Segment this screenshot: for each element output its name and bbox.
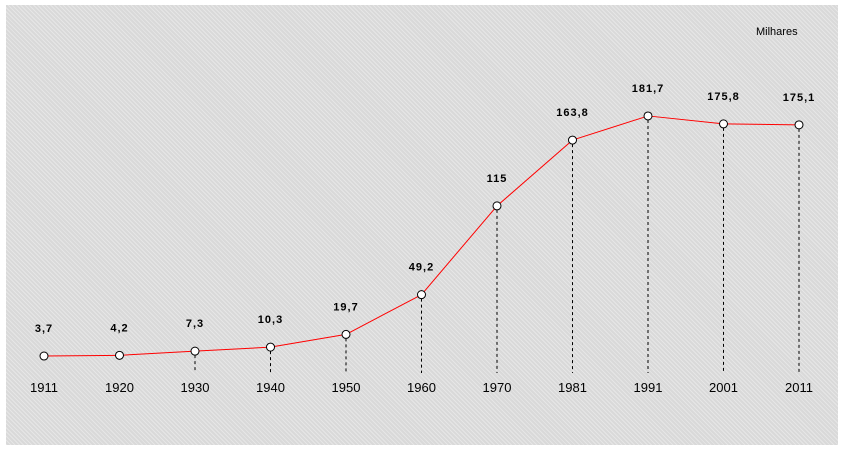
x-tick-label: 1960 xyxy=(407,380,436,395)
x-tick-label: 1911 xyxy=(30,380,58,395)
data-label: 10,3 xyxy=(258,314,283,326)
data-label: 115 xyxy=(487,173,508,185)
data-label: 3,7 xyxy=(35,323,53,335)
data-point xyxy=(568,135,577,145)
markers xyxy=(39,111,804,361)
series-line-segment xyxy=(194,346,271,352)
x-tick-label: 1920 xyxy=(105,380,134,395)
data-label: 19,7 xyxy=(333,301,358,313)
data-labels: 3,7 4,2 7,3 10,3 19,7 49,2 115 163,8 181,7 175,8 1… xyxy=(35,83,816,335)
series-line-segment xyxy=(345,294,422,335)
data-label: 49,2 xyxy=(409,262,434,274)
series-line-segment xyxy=(119,350,196,356)
data-point xyxy=(417,290,426,300)
data-label: 4,2 xyxy=(110,322,128,334)
line-chart: Milhares 3,7 4,2 7,3 10,3 19,7 49,2 115 163,8 18… xyxy=(30,26,816,395)
data-label: 175,8 xyxy=(707,91,740,103)
series-line-segment xyxy=(647,115,724,125)
series-line-segment xyxy=(270,333,347,348)
x-axis: 1911 1920 1930 1940 1950 1960 1970 1981 1991 2001… xyxy=(30,380,813,395)
series-line-segment xyxy=(43,354,120,357)
drop-lines xyxy=(194,119,800,373)
data-label: 175,1 xyxy=(783,92,816,104)
x-tick-label: 1981 xyxy=(558,380,587,395)
x-tick-label: 1950 xyxy=(332,380,361,395)
data-label: 7,3 xyxy=(186,318,204,330)
series-line-segment xyxy=(496,139,573,207)
data-point xyxy=(643,111,653,121)
x-tick-label: 1940 xyxy=(256,380,285,395)
data-label: 163,8 xyxy=(556,107,589,119)
data-label: 181,7 xyxy=(632,83,665,95)
data-point xyxy=(115,350,124,360)
data-point xyxy=(341,329,351,339)
series-line-segment xyxy=(421,205,498,295)
x-tick-label: 1930 xyxy=(181,380,210,395)
chart-frame: Milhares 3,7 4,2 7,3 10,3 19,7 49,2 115 163,8 18… xyxy=(6,5,838,445)
data-point xyxy=(190,346,200,356)
series-lines xyxy=(43,115,800,357)
data-point xyxy=(39,351,49,361)
series-line-segment xyxy=(572,115,649,141)
unit-label: Milhares xyxy=(756,26,798,38)
data-point xyxy=(266,342,275,352)
x-tick-label: 2011 xyxy=(785,380,813,395)
data-point xyxy=(492,201,502,211)
series-line-segment xyxy=(723,123,800,126)
data-point xyxy=(719,119,728,129)
data-point xyxy=(794,120,804,130)
x-tick-label: 2001 xyxy=(709,380,738,395)
x-tick-label: 1970 xyxy=(483,380,512,395)
x-tick-label: 1991 xyxy=(634,380,663,395)
